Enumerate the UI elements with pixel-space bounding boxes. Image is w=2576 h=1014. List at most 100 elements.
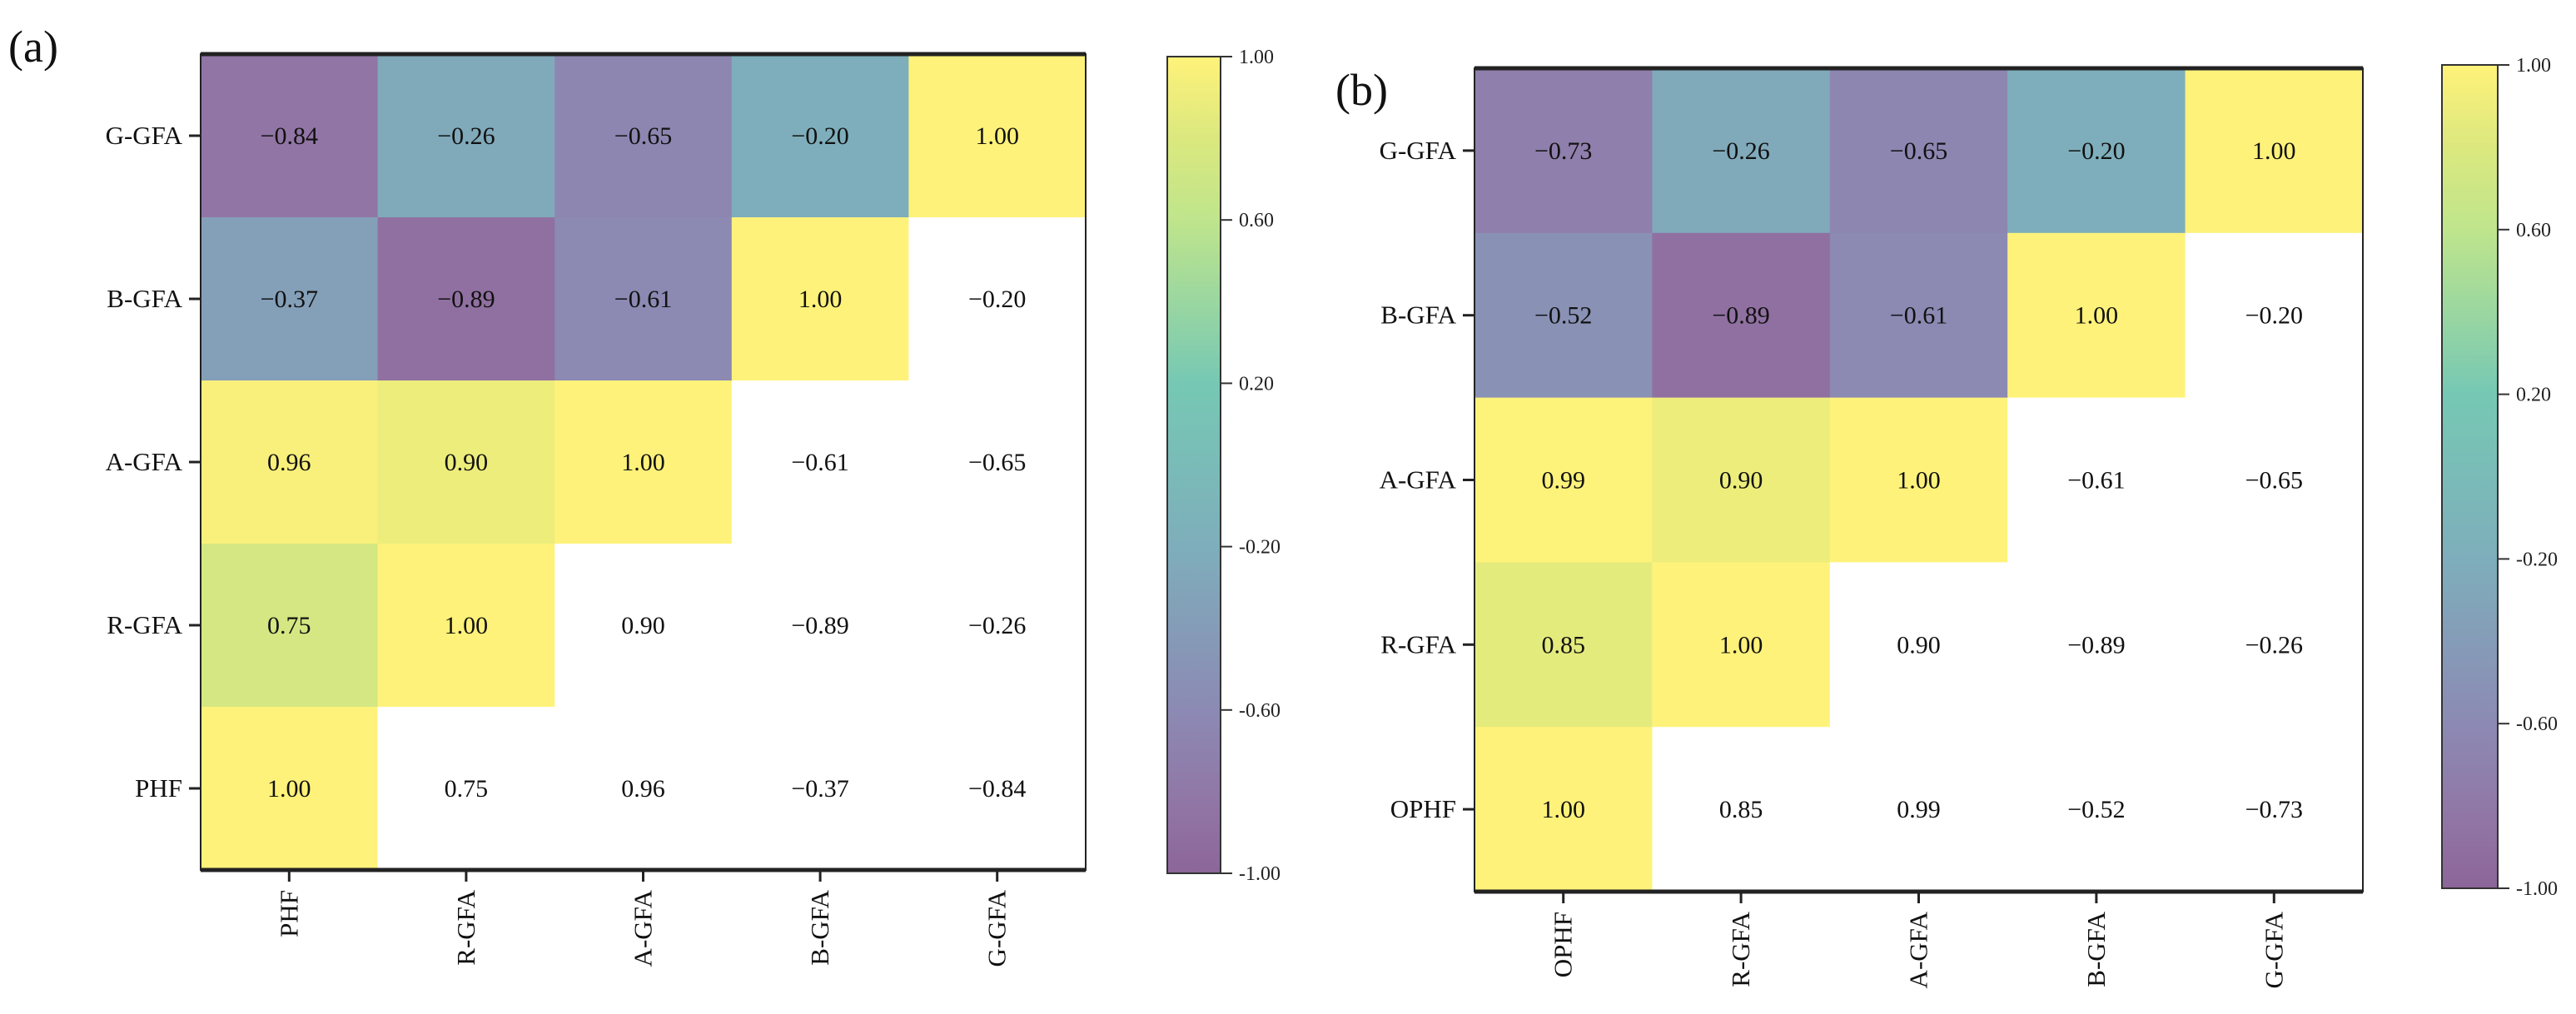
y-tick-label: OPHF [1390,794,1456,823]
heatmap-cell [1652,232,1831,399]
cell-value-label: −0.61 [2067,467,2125,495]
cell-value-label: −0.26 [1712,137,1769,165]
heatmap-cell [1652,562,1831,728]
heatmap-cell [731,217,909,381]
heatmap-cell [2007,562,2186,728]
colorbar-tick-label: 0.20 [1239,373,1274,395]
cell-value-label: −0.65 [1890,137,1947,165]
heatmap-cell [1829,562,2008,728]
heatmap-panel-a: (a) −0.84 −0.26 −0.65 −0.20 1.00 −0.37 −0.89 −0.… [8,22,1281,967]
colorbar-tick-label: -1.00 [1239,863,1281,885]
heatmap-cell [201,544,379,708]
cell-value-label: 0.75 [445,775,489,803]
x-tick-label: R-GFA [451,889,480,965]
cell-value-label: −0.89 [1712,302,1769,330]
heatmap-cell [554,54,733,218]
y-tick-label: B-GFA [107,284,182,313]
heatmap-cell [377,217,555,381]
cell-value-label: −0.89 [2067,631,2125,659]
y-tick-label: A-GFA [106,447,183,476]
y-tick-label: PHF [135,773,182,803]
cell-value-label: 0.90 [1719,467,1763,495]
x-tick-label: A-GFA [629,889,658,967]
heatmap-cell [908,544,1087,708]
heatmap-cell [1829,727,2008,892]
cell-value-label: 0.99 [1897,796,1941,823]
heatmap-panel-b: (b) −0.73 −0.26 −0.65 −0.20 1.00 −0.52 −0.89 −0.… [1335,55,2558,988]
heatmap-cell [377,380,555,544]
cell-value-label: 0.75 [267,612,311,639]
x-tick-label: G-GFA [2259,911,2288,988]
heatmap-cell [908,217,1087,381]
cell-value-label: 1.00 [2252,137,2296,165]
cell-value-label: 1.00 [267,775,311,803]
cell-value-label: −0.84 [261,122,318,150]
cell-value-label: −0.65 [2245,467,2303,495]
heatmap-cell [908,707,1087,871]
cell-value-label: −0.26 [437,122,495,150]
x-tick-label: A-GFA [1904,911,1933,988]
cell-value-label: 0.96 [621,775,665,803]
cell-value-label: −0.73 [2245,796,2303,823]
cell-value-label: 0.85 [1719,796,1763,823]
heatmap-cell [731,544,909,708]
cell-value-label: −0.65 [968,449,1026,476]
heatmap-cell [1829,232,2008,399]
heatmap-cell [377,707,555,871]
cell-value-label: 0.96 [267,449,311,476]
colorbar-tick-label: -0.60 [2516,713,2558,735]
cell-value-label: −0.61 [614,286,672,313]
heatmap-cell [201,707,379,871]
cell-value-label: −0.26 [968,612,1026,639]
colorbar-tick-label: 0.60 [2516,220,2551,241]
y-tick-label: B-GFA [1380,301,1456,330]
heatmap-cell [201,54,379,218]
heatmap-cell [1474,727,1653,892]
heatmap-cell [1652,727,1831,892]
y-tick-label: R-GFA [1380,629,1456,659]
cell-value-label: −0.61 [1890,302,1947,330]
cell-value-label: −0.65 [614,122,672,150]
heatmap-cell [1829,68,2008,234]
colorbar-tick-label: -1.00 [2516,878,2558,900]
heatmap-cell [2185,232,2364,399]
x-tick-label: R-GFA [1726,911,1755,987]
heatmap-cell [201,380,379,544]
heatmap-cell [1474,397,1653,563]
heatmap-cell [731,380,909,544]
cell-value-label: 1.00 [2075,302,2119,330]
y-tick-label: R-GFA [107,610,182,639]
heatmap-cell [2007,68,2186,234]
heatmap-cell [908,380,1087,544]
heatmap-cell [2185,68,2364,234]
cell-value-label: −0.61 [791,449,848,476]
heatmap-cell [731,54,909,218]
heatmap-cell [554,707,733,871]
cell-value-label: −0.20 [2245,302,2303,330]
heatmap-cell [554,217,733,381]
cell-value-label: −0.20 [968,286,1026,313]
y-tick-label: A-GFA [1380,465,1457,495]
cell-value-label: 1.00 [975,122,1019,150]
cell-value-label: 1.00 [798,286,843,313]
colorbar [2441,64,2499,889]
x-tick-label: B-GFA [805,889,834,965]
cell-value-label: 0.90 [621,612,665,639]
cell-value-label: −0.84 [968,775,1026,803]
cell-value-label: 1.00 [1897,467,1941,495]
panel-label: (b) [1335,65,1388,115]
colorbar-tick-label: 0.60 [1239,210,1274,231]
cell-value-label: −0.37 [261,286,318,313]
heatmap-cell [2185,397,2364,563]
panel-label: (a) [8,22,58,72]
cell-value-label: 1.00 [621,449,665,476]
cell-value-label: 0.90 [445,449,489,476]
cell-value-label: −0.89 [791,612,848,639]
colorbar [1166,56,1221,874]
colorbar-tick-label: 1.00 [1239,47,1274,68]
heatmap-cell [2007,397,2186,563]
heatmap-cell [554,544,733,708]
cell-value-label: 1.00 [445,612,489,639]
cell-value-label: −0.20 [2067,137,2125,165]
